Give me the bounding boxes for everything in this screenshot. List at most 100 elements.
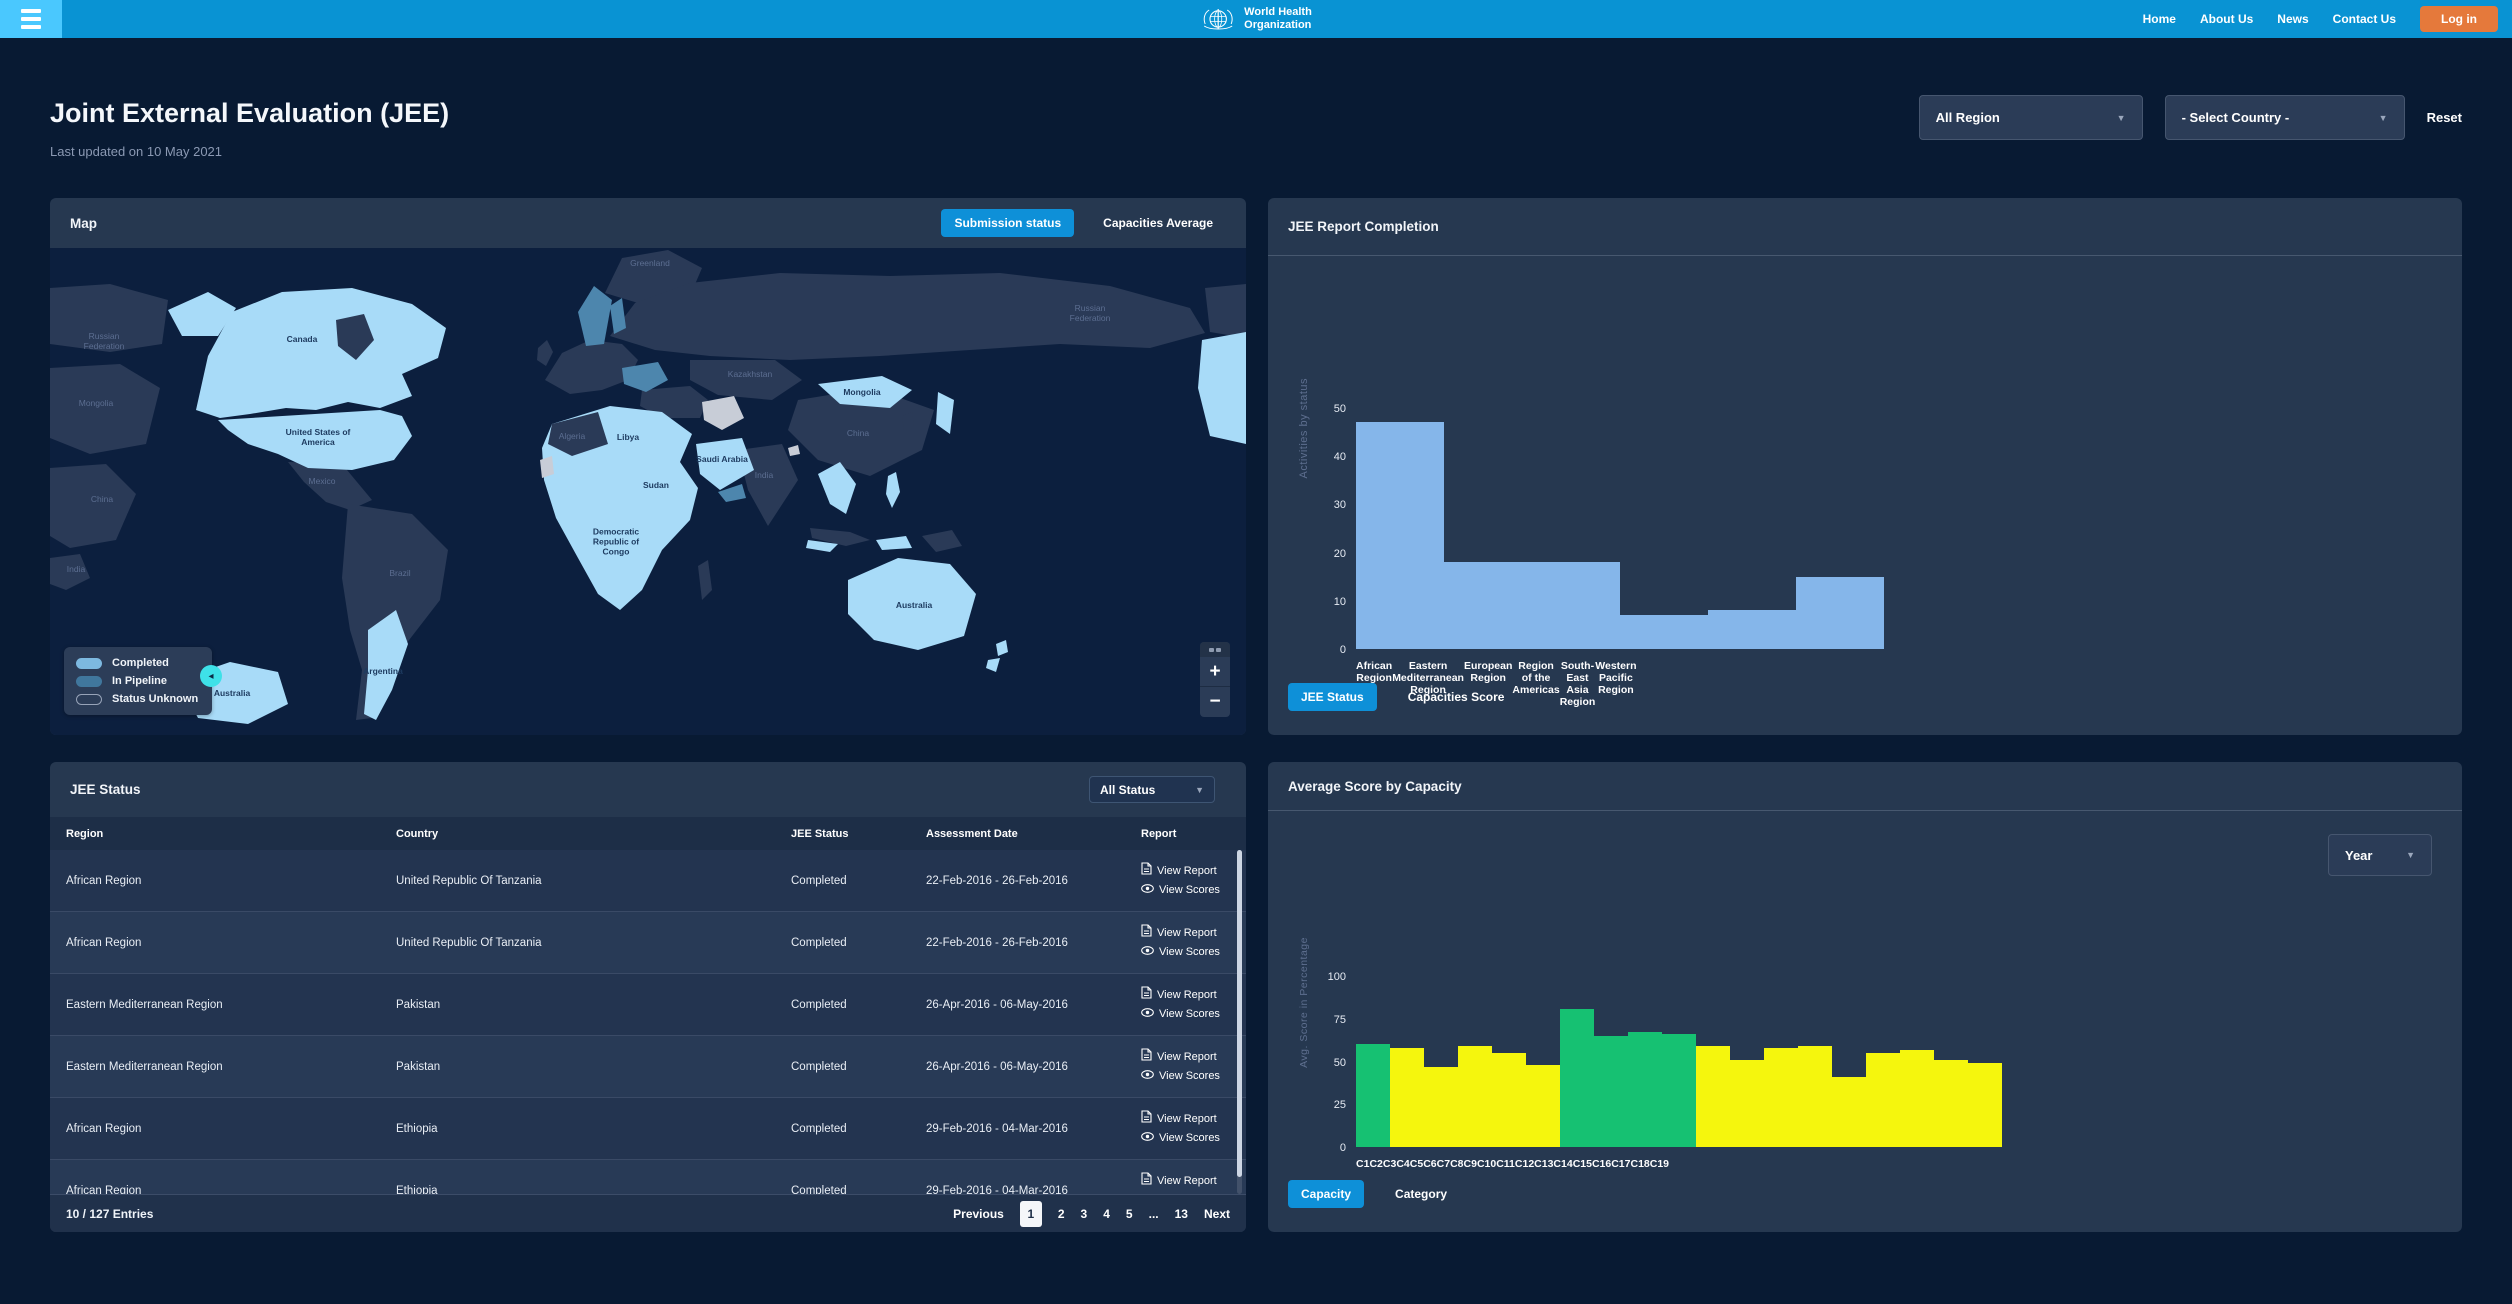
y-tick-label: 40 — [1333, 451, 1346, 464]
capacity-toggle-category[interactable]: Category — [1395, 1187, 1448, 1201]
capacity-toggle-capacity[interactable]: Capacity — [1288, 1180, 1365, 1208]
bar-eastern-mediterranean-region[interactable] — [1444, 562, 1532, 649]
bar-c3[interactable] — [1424, 1066, 1458, 1147]
document-icon — [1141, 1110, 1152, 1129]
view-scores-link[interactable]: View Scores — [1141, 943, 1230, 961]
pagination-page-2[interactable]: 2 — [1057, 1206, 1065, 1221]
nav-link-about-us[interactable]: About Us — [2199, 12, 2254, 26]
bar-region-of-the-americas[interactable] — [1620, 615, 1708, 649]
bar-c8[interactable] — [1594, 1035, 1628, 1147]
cell-country: Ethiopia — [396, 1122, 438, 1135]
pagination-next[interactable]: Next — [1203, 1206, 1230, 1221]
bar-western-pacific-region[interactable] — [1796, 576, 1884, 649]
pagination-page-4[interactable]: 4 — [1103, 1206, 1110, 1221]
map-panel-title: Map — [70, 215, 97, 231]
table-row: African Region United Republic Of Tanzani… — [50, 912, 1246, 974]
table-scrollbar[interactable] — [1237, 850, 1242, 1194]
cell-country: Pakistan — [396, 998, 441, 1011]
legend-item-status-unknown: Status Unknown — [76, 693, 198, 705]
x-category-label: C7 — [1436, 1158, 1451, 1170]
pagination-page-5[interactable]: 5 — [1125, 1206, 1133, 1221]
column-header-region: Region — [66, 827, 104, 840]
view-report-link[interactable]: View Report — [1141, 1110, 1230, 1129]
bar-south-east-asia-region[interactable] — [1708, 610, 1796, 649]
nav-link-home[interactable]: Home — [2142, 12, 2176, 26]
map-toggle-submission-status[interactable]: Submission status — [941, 209, 1075, 237]
bar-c5[interactable] — [1492, 1052, 1526, 1147]
cell-region: African Region — [66, 1122, 142, 1135]
view-scores-link[interactable]: View Scores — [1141, 1129, 1230, 1147]
legend-swatch — [76, 693, 102, 705]
chevron-down-icon: ▼ — [1195, 784, 1204, 795]
view-report-link[interactable]: View Report — [1141, 986, 1230, 1005]
eye-icon — [1141, 881, 1154, 899]
zoom-in-button[interactable]: + — [1200, 657, 1230, 687]
view-report-link[interactable]: View Report — [1141, 862, 1230, 881]
x-category-label: Region of the Americas — [1512, 660, 1560, 696]
page-title: Joint External Evaluation (JEE) — [50, 98, 450, 128]
bar-c2[interactable] — [1390, 1047, 1424, 1147]
bar-c17[interactable] — [1900, 1049, 1934, 1147]
report-completion-title: JEE Report Completion — [1288, 219, 1439, 234]
bar-c18[interactable] — [1934, 1059, 1968, 1147]
map-toggle-capacities-average[interactable]: Capacities Average — [1103, 216, 1213, 230]
report-toggle-capacities-score[interactable]: Capacities Score — [1407, 690, 1505, 704]
cell-region: Eastern Mediterranean Region — [66, 998, 223, 1011]
report-toggle-jee-status[interactable]: JEE Status — [1288, 683, 1377, 711]
view-report-link[interactable]: View Report — [1141, 1048, 1230, 1067]
x-category-label: Western Pacific Region — [1595, 660, 1637, 696]
table-row: African Region Ethiopia Completed 29-Feb-20… — [50, 1098, 1246, 1160]
map-reset-view-button[interactable] — [1200, 642, 1230, 657]
world-map[interactable]: Greenland Russian Federation Canada United … — [50, 248, 1246, 735]
bar-c13[interactable] — [1764, 1047, 1798, 1147]
who-logo-icon — [1200, 6, 1236, 32]
y-tick-label: 50 — [1333, 1056, 1346, 1069]
view-scores-link[interactable]: View Scores — [1141, 1067, 1230, 1085]
view-report-link[interactable]: View Report — [1141, 924, 1230, 943]
capacity-score-panel: Average Score by Capacity Year ▼ Avg. Sc… — [1268, 762, 2462, 1232]
x-category-label: C11 — [1496, 1158, 1515, 1170]
y-tick-label: 0 — [1339, 644, 1346, 656]
pagination-page-13[interactable]: 13 — [1174, 1206, 1188, 1221]
year-select[interactable]: Year ▼ — [2328, 834, 2432, 876]
bar-c1[interactable] — [1356, 1044, 1390, 1147]
legend-collapse-button[interactable]: ◂ — [200, 665, 222, 687]
region-select[interactable]: All Region ▼ — [1918, 95, 2143, 140]
bar-c11[interactable] — [1696, 1046, 1730, 1147]
legend-swatch — [76, 675, 102, 687]
bar-c4[interactable] — [1458, 1046, 1492, 1147]
table-row: Eastern Mediterranean Region Pakistan Comp… — [50, 974, 1246, 1036]
view-report-link[interactable]: View Report — [1141, 1172, 1230, 1191]
reset-button[interactable]: Reset — [2426, 110, 2462, 125]
pagination-page-1[interactable]: 1 — [1019, 1200, 1042, 1227]
nav-link-contact-us[interactable]: Contact Us — [2332, 12, 2396, 26]
map-legend: Completed In Pipeline Status Unknown — [64, 647, 213, 715]
bar-c9[interactable] — [1628, 1032, 1662, 1147]
pagination-page-3[interactable]: 3 — [1080, 1206, 1088, 1221]
table-footer: 10 / 127 Entries Previous 1 2 3 4 5... 13 Next — [50, 1194, 1246, 1232]
pagination-page-[interactable]: ... — [1148, 1206, 1159, 1221]
bar-c19[interactable] — [1968, 1063, 2002, 1147]
bar-c6[interactable] — [1526, 1064, 1560, 1147]
view-scores-link[interactable]: View Scores — [1141, 1005, 1230, 1023]
bar-c10[interactable] — [1662, 1034, 1696, 1147]
zoom-out-button[interactable]: − — [1209, 691, 1221, 712]
hamburger-menu-icon[interactable] — [0, 0, 62, 38]
bar-c14[interactable] — [1798, 1046, 1832, 1147]
divider — [1268, 255, 2462, 256]
login-button[interactable]: Log in — [2420, 6, 2498, 32]
view-scores-link[interactable]: View Scores — [1141, 881, 1230, 899]
nav-link-news[interactable]: News — [2277, 12, 2309, 26]
bar-european-region[interactable] — [1532, 562, 1620, 649]
cell-date: 26-Apr-2016 - 06-May-2016 — [926, 998, 1068, 1011]
status-filter-select[interactable]: All Status ▼ — [1089, 776, 1215, 803]
x-category-label: C14 — [1553, 1158, 1573, 1170]
bar-c15[interactable] — [1832, 1076, 1866, 1147]
bar-c16[interactable] — [1866, 1052, 1900, 1147]
country-select[interactable]: - Select Country - ▼ — [2164, 95, 2405, 140]
who-brand[interactable]: World Health Organization — [1200, 0, 1312, 38]
pagination-previous[interactable]: Previous — [953, 1206, 1004, 1221]
bar-c7[interactable] — [1560, 1008, 1594, 1147]
bar-c12[interactable] — [1730, 1059, 1764, 1147]
bar-african-region[interactable] — [1356, 422, 1444, 649]
